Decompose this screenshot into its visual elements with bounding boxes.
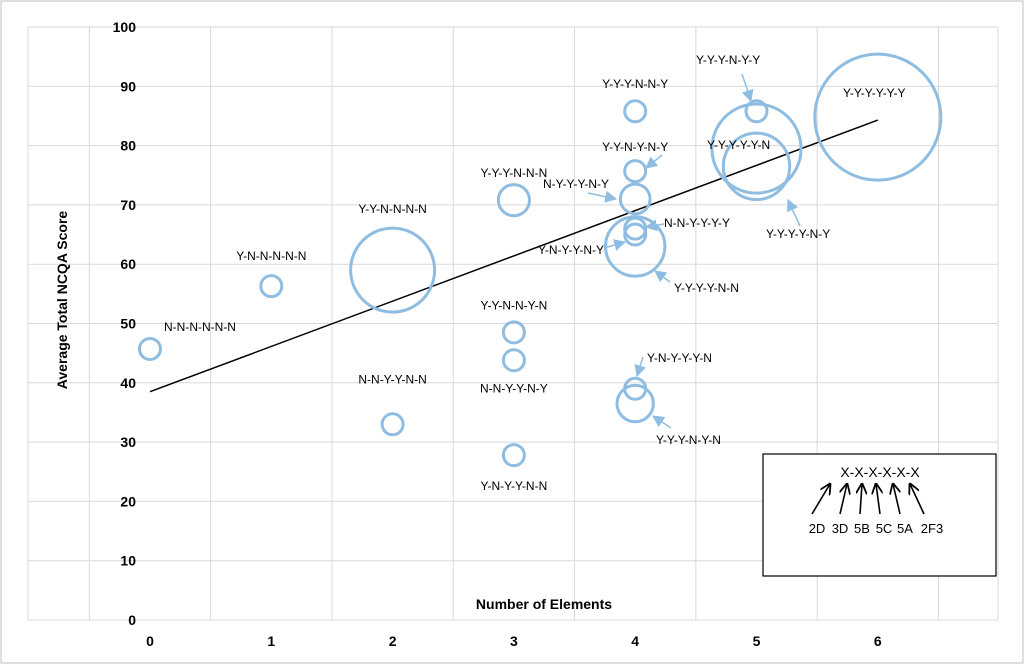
bubble-label: N-N-N-N-N-N [164,320,236,334]
y-tick-label: 70 [120,197,136,213]
y-tick-label: 0 [128,612,136,628]
key-element-label: 5B [854,521,870,536]
bubble [138,336,162,361]
x-tick-label: 1 [267,633,275,649]
bubble-label: Y-Y-N-N-N-N [358,202,426,216]
label-arrow [644,219,665,232]
x-tick-label: 3 [510,633,518,649]
label-arrow [741,73,754,103]
bubble [496,183,531,218]
bubble-label: Y-Y-N-N-Y-N [481,298,548,312]
bubble-label: Y-Y-Y-Y-Y-Y [843,86,906,100]
bubble-label: N-Y-Y-Y-N-Y [543,177,609,191]
bubble-label: Y-Y-N-Y-N-Y [602,140,668,154]
bubble-label: Y-Y-Y-Y-N-N [674,281,739,295]
key-arrow [839,484,847,515]
x-axis-title: Number of Elements [476,596,612,612]
x-tick-label: 0 [146,633,154,649]
bubble-layer [138,52,943,468]
key-element-label: 5C [876,521,893,536]
bubble [501,320,526,345]
bubble [744,99,769,124]
bubble [604,215,667,278]
bubble [615,383,655,424]
y-tick-label: 30 [120,434,136,450]
key-element-label: 3D [832,521,849,536]
bubble [618,182,652,216]
bubble [623,222,648,247]
y-tick-label: 50 [120,316,136,332]
x-tick-label: 4 [631,633,639,649]
label-arrow [787,198,801,227]
bubble-label: N-N-Y-Y-N-N [358,372,426,386]
y-tick-label: 100 [113,19,137,35]
bubble [710,102,803,195]
key-arrow [910,484,925,515]
trend-line-layer [149,119,879,393]
bubble-label: N-N-Y-Y-N-Y [480,381,548,395]
y-tick-label: 40 [120,375,136,391]
key-arrow [893,484,901,515]
key-box: X-X-X-X-X-X 2D 3D 5B 5C 5A 2F3 [762,453,997,577]
label-arrow [634,356,646,378]
key-arrow [876,484,880,515]
bubble [623,99,648,124]
label-arrow [603,239,627,251]
key-arrow [860,484,862,515]
key-element-label: 2F3 [921,521,943,536]
y-tick-label: 10 [120,553,136,569]
bubble-label: Y-Y-Y-Y-N-Y [766,227,830,241]
bubble [501,443,526,468]
bubble [380,412,405,437]
x-tick-label: 2 [389,633,397,649]
key-pattern: X-X-X-X-X-X [840,464,920,480]
label-arrow [652,415,672,429]
y-axis-title: Average Total NCQA Score [54,211,70,390]
bubble [721,131,792,202]
bubble-label: Y-Y-Y-N-Y-N [656,433,721,447]
key-box-border [762,453,997,577]
bubble-label: Y-N-Y-Y-Y-N [647,351,712,365]
x-tick-label: 5 [753,633,761,649]
key-arrow [811,484,830,515]
bubble-label: Y-Y-Y-N-N-Y [602,77,668,91]
label-arrow [587,190,618,203]
point-label-layer: N-N-N-N-N-N Y-N-N-N-N-N Y-Y-N-N-N-N N-N-Y-Y… [164,53,905,493]
bubble [813,52,943,182]
y-tick-label: 60 [120,256,136,272]
label-arrow [645,154,663,169]
label-arrow [654,270,671,283]
y-tick-label: 90 [120,78,136,94]
key-arrows [811,484,925,515]
tick-label-layer: 0 10 20 30 40 50 60 70 80 90 100 0 1 2 3 4 5 6 [113,19,882,649]
bubble-label: N-N-Y-Y-Y-Y [664,216,730,230]
y-tick-label: 20 [120,493,136,509]
x-tick-label: 6 [874,633,882,649]
key-element-label: 2D [809,521,826,536]
bubble [623,159,648,184]
bubble-label: Y-Y-Y-N-Y-Y [696,53,760,67]
bubble [259,274,284,299]
bubble-label: Y-N-N-N-N-N [236,249,306,263]
key-element-label: 5A [897,521,913,536]
bubble [349,226,437,314]
bubble-label: Y-Y-Y-N-N-N [481,166,548,180]
bubble-label: Y-Y-Y-Y-Y-N [707,138,770,152]
trend-line [149,119,879,393]
key-element-labels: 2D 3D 5B 5C 5A 2F3 [809,521,944,536]
bubble-label: Y-N-Y-Y-N-Y [538,243,604,257]
y-tick-label: 80 [120,138,136,154]
bubble-label: Y-N-Y-Y-N-N [481,479,548,493]
gridlines [27,26,999,621]
bubble [501,348,526,373]
